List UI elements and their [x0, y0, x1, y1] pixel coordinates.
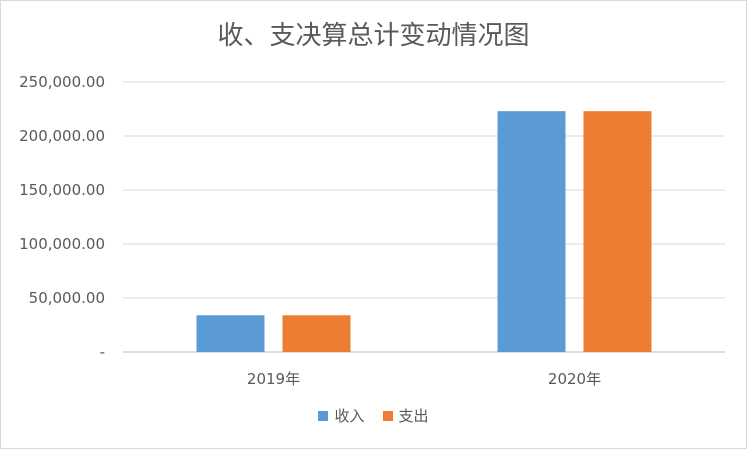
y-tick-label: 100,000.00 — [19, 235, 105, 253]
y-tick-label: 50,000.00 — [29, 289, 105, 307]
legend-item: 收入 — [318, 405, 365, 426]
legend-item: 支出 — [382, 405, 429, 426]
y-tick-label: 150,000.00 — [19, 181, 105, 199]
legend-swatch — [318, 410, 329, 421]
bar-income — [497, 111, 566, 352]
y-tick-label: - — [100, 343, 105, 361]
x-tick-label: 2020年 — [548, 370, 601, 388]
bar-expense — [583, 111, 652, 352]
y-tick-label: 200,000.00 — [19, 127, 105, 145]
bar-expense — [282, 315, 351, 352]
legend-label: 支出 — [398, 407, 429, 425]
bar-income — [196, 315, 265, 352]
x-tick-label: 2019年 — [247, 370, 300, 388]
legend: 收入 支出 — [1, 405, 746, 426]
legend-label: 收入 — [334, 407, 365, 425]
chart-title: 收、支决算总计变动情况图 — [217, 21, 530, 51]
y-tick-label: 250,000.00 — [19, 73, 105, 91]
legend-swatch — [382, 410, 393, 421]
